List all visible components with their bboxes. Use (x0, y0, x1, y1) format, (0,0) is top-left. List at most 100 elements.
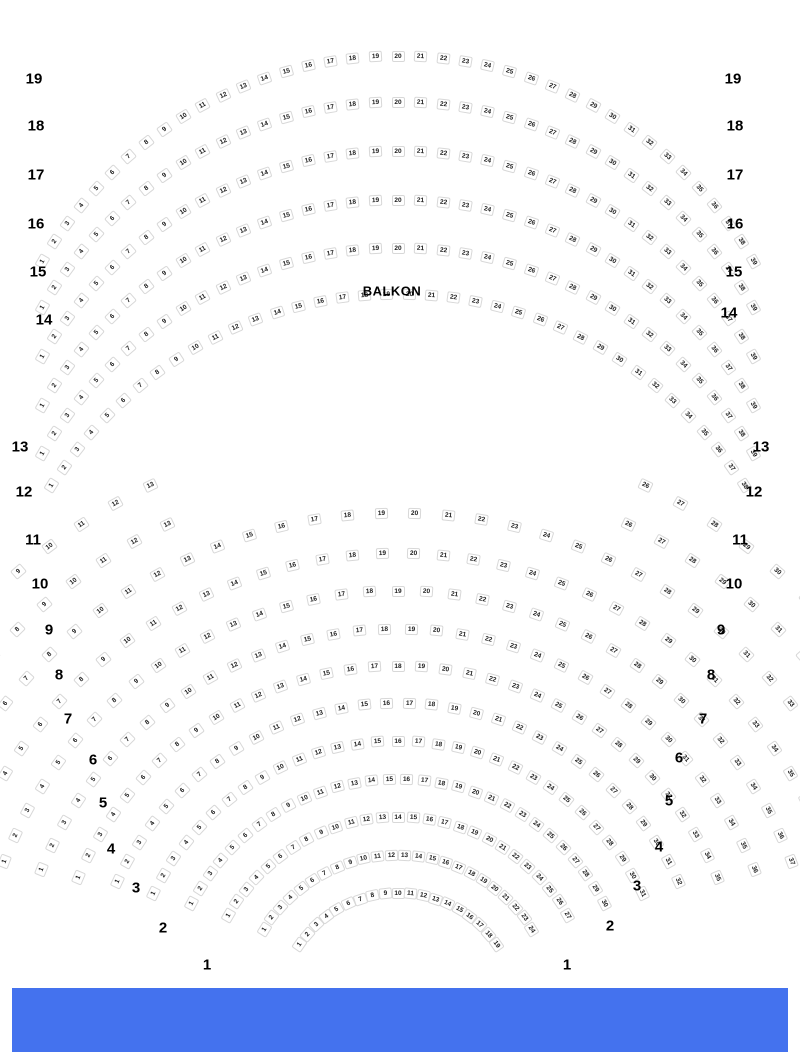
seat[interactable]: 25 (570, 539, 587, 555)
seat[interactable]: 9 (155, 120, 173, 138)
seat[interactable]: 34 (699, 847, 716, 865)
seat[interactable]: 20 (391, 96, 405, 108)
seat[interactable]: 21 (461, 666, 477, 681)
seat[interactable]: 30 (659, 731, 677, 749)
seat[interactable]: 10 (296, 790, 313, 807)
seat[interactable]: 2 (119, 853, 136, 871)
seat[interactable]: 12 (225, 657, 243, 674)
seat[interactable]: 20 (391, 194, 405, 206)
seat[interactable]: 19 (450, 740, 466, 755)
seat[interactable]: 20 (419, 586, 434, 598)
seat[interactable]: 12 (384, 849, 398, 861)
seat[interactable]: 2 (46, 328, 63, 346)
seat[interactable]: 10 (174, 252, 192, 269)
seat[interactable]: 5 (87, 225, 105, 243)
seat[interactable]: 25 (570, 752, 588, 770)
seat[interactable]: 30 (604, 203, 622, 220)
seat[interactable]: 14 (295, 671, 312, 687)
seat[interactable]: 9 (167, 351, 185, 368)
seat[interactable]: 20 (468, 706, 485, 721)
seat[interactable]: 16 (422, 813, 437, 827)
seat[interactable]: 15 (290, 299, 307, 314)
seat[interactable]: 15 (255, 565, 272, 581)
seat[interactable]: 19 (447, 701, 462, 715)
seat[interactable]: 24 (480, 203, 496, 217)
seat[interactable]: 26 (523, 70, 540, 86)
seat[interactable]: 2 (46, 233, 63, 251)
seat[interactable]: 32 (641, 278, 659, 295)
seat[interactable]: 15 (278, 208, 295, 223)
seat[interactable]: 10 (174, 300, 192, 317)
seat[interactable]: 29 (587, 879, 604, 897)
seat[interactable]: 27 (608, 600, 625, 617)
seat[interactable]: 14 (274, 639, 291, 654)
seat[interactable]: 34 (680, 407, 698, 425)
seat[interactable]: 32 (674, 806, 692, 824)
seat[interactable]: 29 (686, 602, 704, 620)
seat[interactable]: 9 (95, 650, 113, 668)
seat[interactable]: 3 (59, 358, 76, 376)
seat[interactable]: 39 (745, 347, 762, 365)
seat[interactable]: 7 (0, 647, 2, 665)
seat[interactable]: 15 (278, 256, 295, 271)
seat[interactable]: 5 (224, 838, 242, 856)
seat[interactable]: 26 (551, 893, 568, 911)
seat[interactable]: 2 (44, 837, 61, 854)
seat[interactable]: 34 (675, 258, 693, 276)
seat[interactable]: 16 (400, 773, 414, 785)
seat[interactable]: 16 (391, 735, 405, 747)
seat[interactable]: 9 (227, 740, 245, 757)
seat[interactable]: 15 (278, 159, 295, 174)
seat[interactable]: 19 (374, 507, 388, 519)
seat[interactable]: 16 (285, 558, 301, 573)
seat[interactable]: 9 (313, 825, 330, 841)
seat[interactable]: 12 (214, 279, 232, 295)
seat[interactable]: 10 (64, 573, 82, 590)
seat[interactable]: 21 (441, 509, 456, 522)
seat[interactable]: 27 (598, 682, 616, 700)
seat[interactable]: 3 (59, 214, 76, 232)
seat[interactable]: 23 (495, 558, 511, 573)
seat[interactable]: 9 (158, 697, 176, 715)
seat[interactable]: 14 (256, 165, 273, 181)
seat[interactable]: 8 (265, 806, 283, 823)
seat[interactable]: 2 (192, 879, 209, 897)
seat[interactable]: 11 (194, 143, 212, 160)
seat[interactable]: 22 (511, 720, 528, 736)
seat[interactable]: 16 (300, 154, 316, 168)
seat[interactable]: 25 (501, 159, 518, 174)
seat[interactable]: 29 (584, 143, 602, 160)
seat[interactable]: 28 (620, 797, 638, 815)
seat[interactable]: 34 (675, 163, 693, 181)
seat[interactable]: 35 (782, 765, 799, 783)
seat[interactable]: 16 (325, 627, 341, 642)
seat[interactable]: 8 (137, 180, 155, 197)
seat[interactable]: 6 (0, 695, 14, 713)
seat[interactable]: 3 (69, 440, 87, 458)
seat[interactable]: 20 (469, 745, 486, 761)
seat[interactable]: 22 (474, 513, 489, 527)
seat[interactable]: 6 (174, 781, 192, 799)
seat[interactable]: 14 (334, 701, 349, 715)
seat[interactable]: 19 (414, 660, 429, 673)
seat[interactable]: 17 (323, 55, 338, 69)
seat[interactable]: 32 (760, 669, 778, 687)
seat[interactable]: 21 (436, 549, 451, 562)
seat[interactable]: 22 (507, 759, 524, 776)
seat[interactable]: 11 (194, 241, 212, 258)
seat[interactable]: 13 (247, 312, 264, 327)
seat[interactable]: 21 (413, 50, 428, 63)
seat[interactable]: 15 (406, 811, 421, 824)
seat[interactable]: 25 (501, 208, 518, 223)
seat[interactable]: 11 (290, 752, 308, 768)
seat[interactable]: 25 (550, 697, 567, 714)
seat[interactable]: 5 (98, 407, 116, 425)
seat[interactable]: 31 (660, 853, 677, 871)
seat[interactable]: 17 (323, 247, 338, 261)
seat[interactable]: 26 (571, 709, 588, 726)
seat[interactable]: 31 (623, 264, 641, 282)
seat[interactable]: 26 (523, 262, 540, 278)
seat[interactable]: 20 (438, 662, 453, 676)
seat[interactable]: 26 (576, 669, 594, 686)
